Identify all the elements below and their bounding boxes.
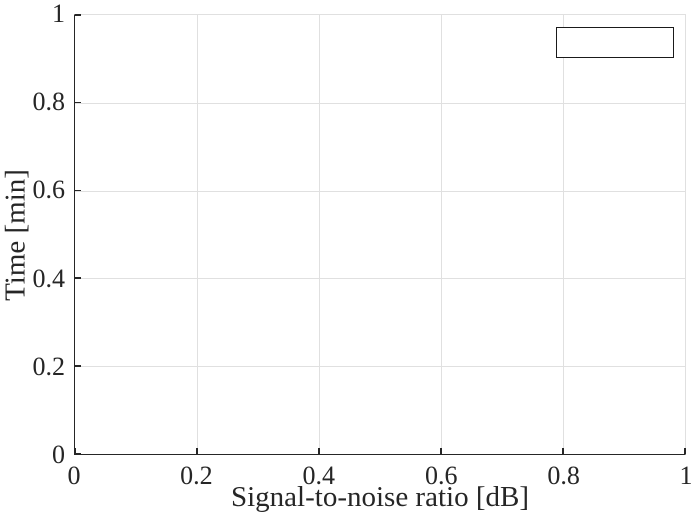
y-tick-label: 0 [52, 440, 65, 469]
x-tick-label: 1 [679, 461, 693, 490]
y-tick-mark [75, 14, 81, 16]
x-axis-tick-labels: 0 0.2 0.4 0.6 0.8 1 [68, 461, 693, 493]
y-tick-label: 0.4 [32, 263, 66, 293]
y-tick-label: 1 [52, 0, 65, 28]
gridline-vertical [563, 15, 564, 454]
y-tick-mark [75, 277, 81, 279]
y-tick-label: 0.6 [32, 175, 66, 205]
gridline-horizontal [75, 102, 685, 104]
x-tick-label: 0.6 [424, 461, 458, 490]
gridline-horizontal [75, 278, 685, 280]
x-tick-label: 0.8 [547, 461, 580, 490]
x-axis-title: Signal-to-noise ratio [dB] [230, 481, 529, 513]
x-tick-mark [196, 448, 198, 454]
x-tick-label: 0.4 [302, 461, 336, 490]
y-tick-mark [75, 189, 81, 192]
y-tick-mark [75, 101, 81, 104]
gridline-vertical [319, 15, 320, 454]
gridline-vertical [197, 15, 198, 454]
y-axis-title: Time [min] [0, 169, 32, 301]
y-tick-mark [75, 365, 81, 367]
x-tick-label: 0.2 [180, 461, 213, 490]
y-tick-mark [75, 453, 81, 455]
x-tick-mark [562, 448, 564, 454]
x-tick-mark [74, 448, 76, 454]
y-axis-tick-labels: 0 0.2 0.4 0.6 0.8 1 [0, 1, 66, 468]
gridline-horizontal [75, 190, 685, 192]
x-tick-mark [318, 448, 320, 454]
x-tick-label: 0 [67, 461, 81, 490]
plot-area [74, 14, 686, 455]
x-tick-mark [440, 448, 442, 454]
gridline-horizontal [75, 366, 685, 368]
y-tick-label: 0.2 [32, 351, 66, 381]
y-tick-label: 0.8 [32, 87, 66, 117]
gridline-vertical [441, 15, 442, 454]
x-tick-mark [684, 448, 686, 454]
legend-box [556, 26, 674, 58]
